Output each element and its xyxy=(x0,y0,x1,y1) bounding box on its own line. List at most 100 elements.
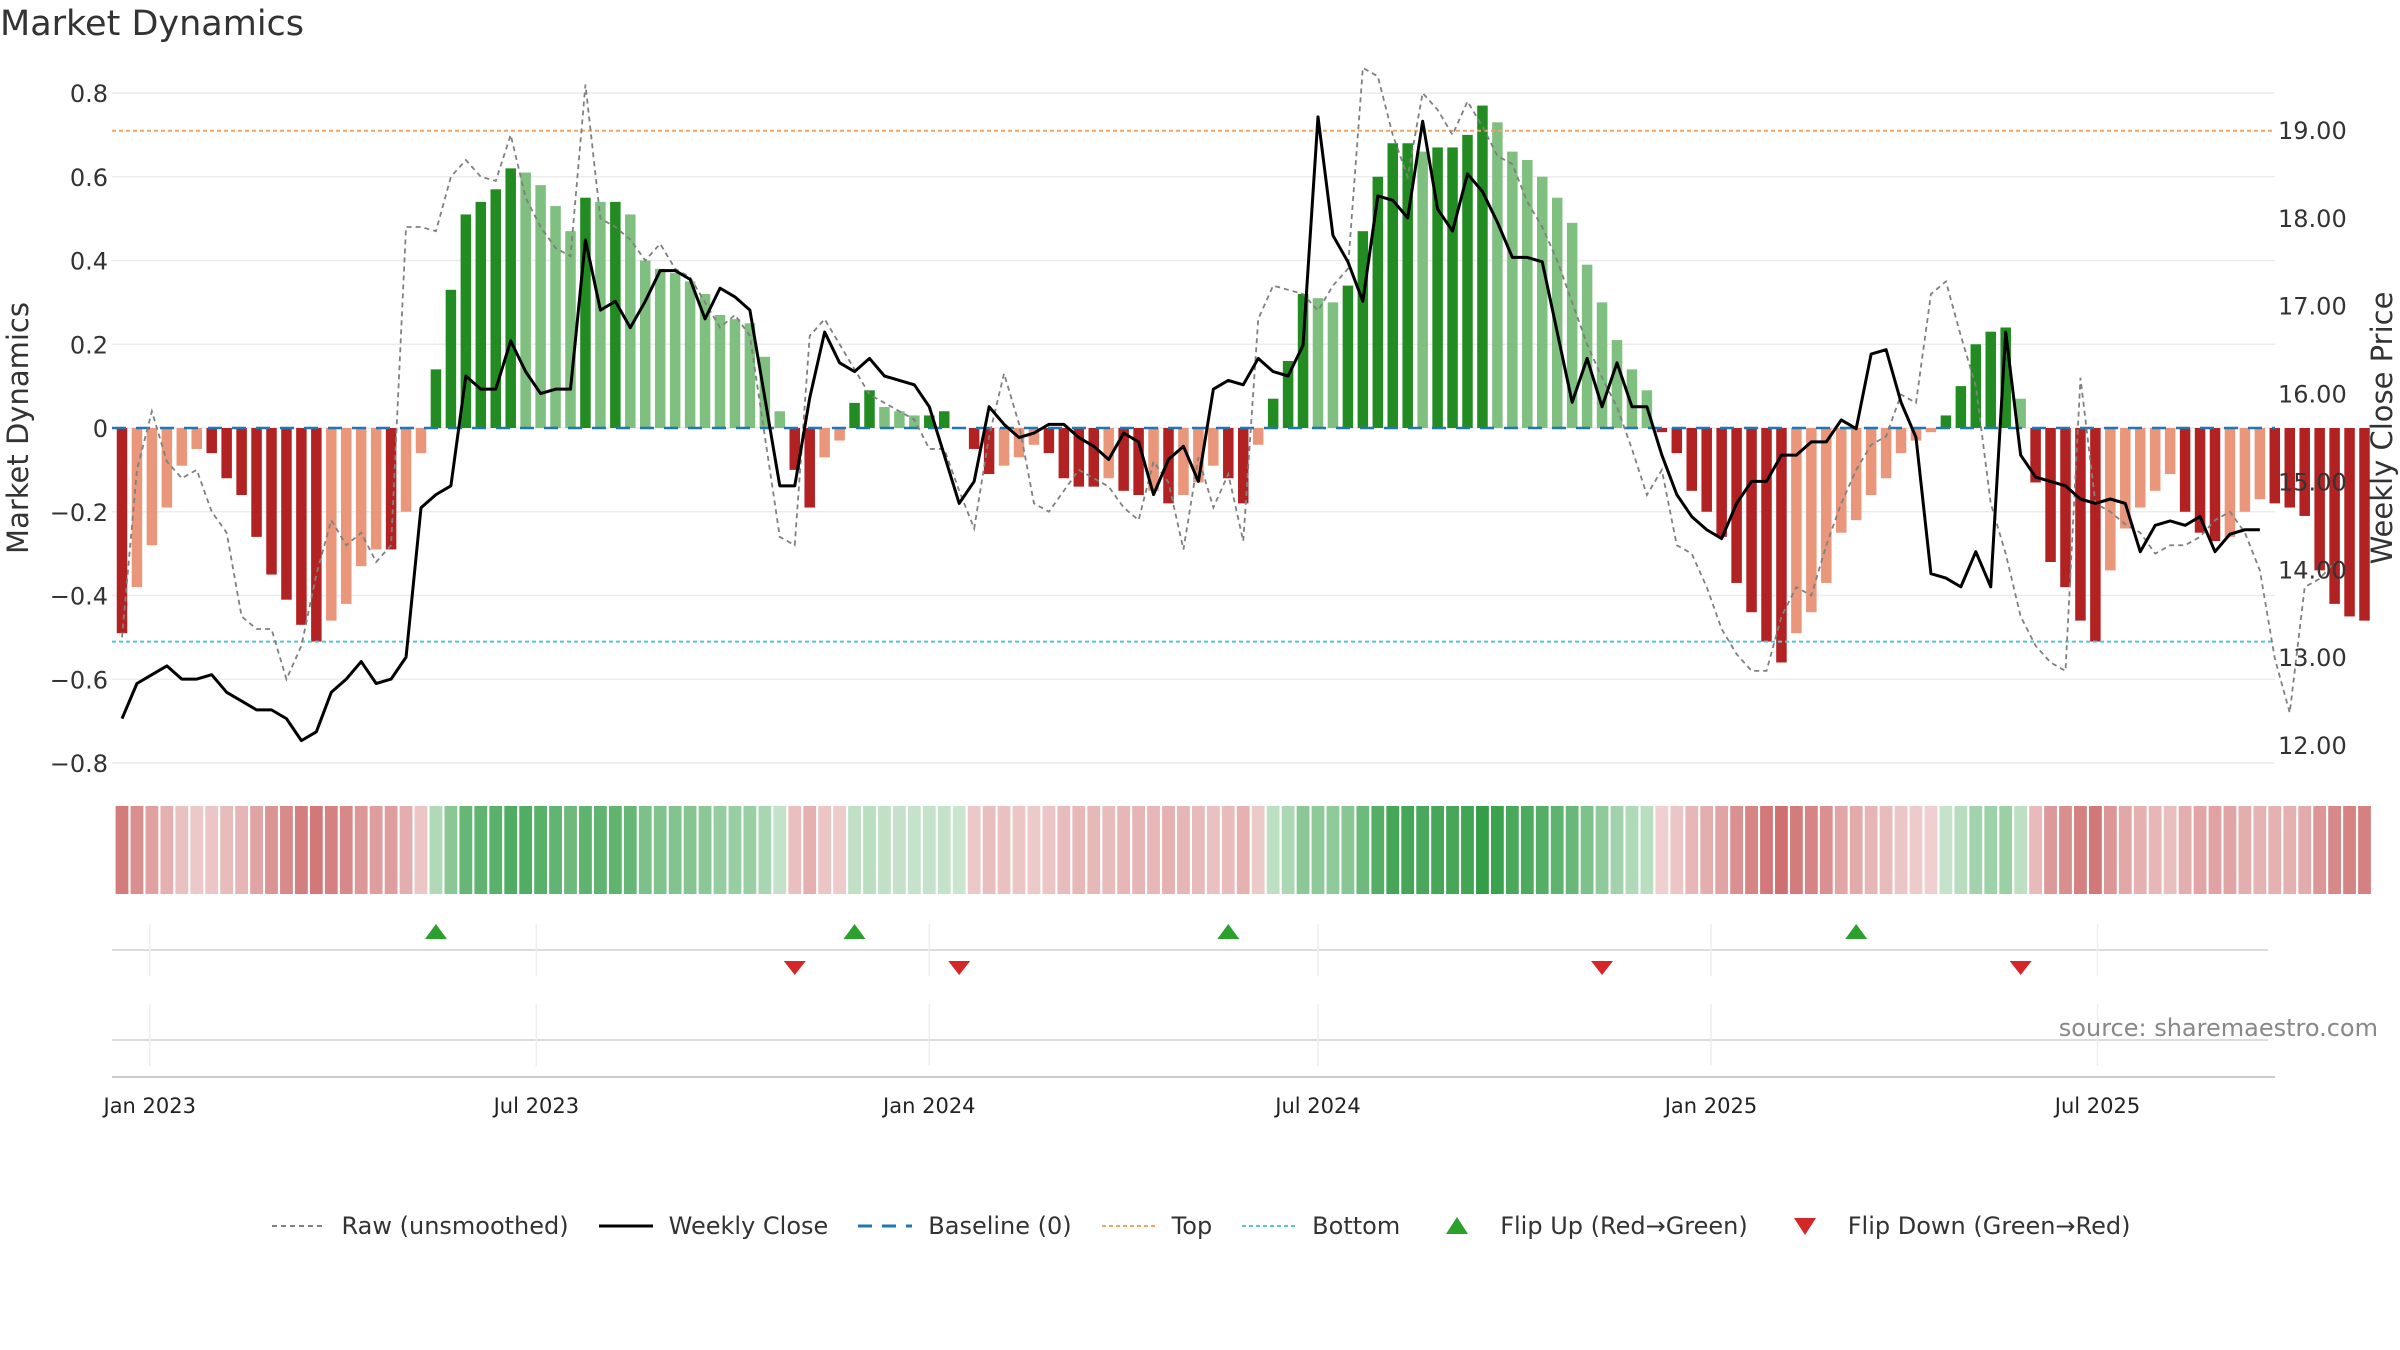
dynamics-bar xyxy=(1238,428,1249,504)
heat-cell xyxy=(2238,806,2252,894)
heat-cell xyxy=(2298,806,2312,894)
heat-cell xyxy=(309,806,323,894)
date-axis: Jan 2023 Jul 2023 Jan 2024 Jul 2024 Jan 2025… xyxy=(102,924,2140,1118)
legend-item-flip-up: Flip Up (Red→Green) xyxy=(1428,1212,1748,1240)
dynamics-bar xyxy=(1477,105,1488,428)
dynamics-bar xyxy=(580,197,591,428)
x-tick-label: Jan 2024 xyxy=(881,1094,976,1118)
dynamics-bar xyxy=(1312,298,1324,428)
heat-cell xyxy=(2118,806,2132,894)
dynamics-bar xyxy=(1372,176,1384,428)
y-tick-label: 0.6 xyxy=(70,164,108,192)
heat-cell xyxy=(1804,806,1818,894)
legend: Raw (unsmoothed) Weekly Close Baseline (… xyxy=(0,1208,2400,1244)
heat-cell xyxy=(893,806,906,894)
dynamics-bar xyxy=(460,214,472,428)
dynamics-bar xyxy=(1671,428,1683,454)
dynamics-bar xyxy=(1985,331,1996,428)
dynamics-bar xyxy=(819,428,830,458)
heat-cell xyxy=(1147,806,1160,894)
dotted-cyan-line-icon xyxy=(1242,1225,1297,1227)
dynamics-bar xyxy=(909,415,920,428)
dynamics-bar xyxy=(2344,428,2355,617)
weekly-close-series xyxy=(120,115,2260,743)
dynamics-bar xyxy=(146,428,158,546)
heat-cell xyxy=(608,806,622,894)
heat-cell xyxy=(1550,806,1564,894)
heat-cell xyxy=(1087,806,1101,894)
dynamics-bar xyxy=(1223,428,1234,479)
dynamics-bar xyxy=(296,428,307,625)
heat-cell xyxy=(1491,806,1504,894)
legend-label: Raw (unsmoothed) xyxy=(341,1212,569,1240)
dynamics-bar xyxy=(131,428,143,588)
dynamics-bar xyxy=(640,260,651,428)
heat-cell xyxy=(2223,806,2237,894)
dynamics-bar xyxy=(864,390,875,428)
dynamics-bar xyxy=(1492,122,1503,428)
green-up-triangle-icon xyxy=(1446,1217,1469,1234)
heat-cell xyxy=(1939,806,1953,894)
heat-cell xyxy=(2283,806,2297,894)
heat-cell xyxy=(220,806,234,894)
legend-label: Bottom xyxy=(1312,1212,1401,1240)
legend-item-top: Top xyxy=(1100,1212,1212,1240)
dynamics-bar xyxy=(2194,428,2206,533)
dynamics-bar xyxy=(849,402,860,428)
flip-down-marker xyxy=(783,961,806,975)
heat-cell xyxy=(205,806,219,894)
dynamics-bar xyxy=(1028,428,1040,445)
heat-cell xyxy=(743,806,757,894)
dynamics-bar xyxy=(684,281,696,428)
heat-cell xyxy=(594,806,607,894)
dynamics-bar xyxy=(1327,302,1339,428)
heat-cell xyxy=(1431,806,1444,894)
heat-cell xyxy=(1371,806,1385,894)
dynamics-bar xyxy=(1088,428,1099,487)
dynamics-bar xyxy=(699,294,711,428)
dynamics-bar xyxy=(1925,428,1937,433)
dynamics-bar xyxy=(1282,361,1294,428)
dynamics-bar xyxy=(1073,428,1085,487)
heat-cell xyxy=(1326,806,1340,894)
dynamics-bar xyxy=(400,428,412,512)
heat-cell xyxy=(1819,806,1833,894)
heat-cell xyxy=(1565,806,1579,894)
heat-cell xyxy=(2268,806,2282,894)
heat-cell xyxy=(907,806,921,894)
heat-cell xyxy=(1221,806,1235,894)
y-tick-label: 0 xyxy=(93,415,108,443)
dynamics-bar xyxy=(490,189,501,428)
dynamics-bar xyxy=(1880,428,1892,479)
raw-series xyxy=(121,66,2336,713)
dynamics-bar xyxy=(1462,134,1473,428)
dynamics-bar xyxy=(1507,151,1518,428)
heat-cell xyxy=(429,806,443,894)
dashed-blue-line-icon xyxy=(858,1224,913,1228)
heat-cell xyxy=(459,806,473,894)
heat-cell xyxy=(758,806,772,894)
heat-cell xyxy=(1595,806,1609,894)
dynamics-bar xyxy=(2164,428,2176,475)
dynamics-bar xyxy=(370,428,382,550)
dynamics-bar xyxy=(1058,428,1070,479)
y2-tick-label: 15.00 xyxy=(2278,468,2347,496)
heat-cell xyxy=(1715,806,1729,894)
dynamics-bar xyxy=(445,289,457,428)
dynamics-bar xyxy=(1850,428,1862,521)
dynamics-bar xyxy=(774,411,786,428)
heat-cell xyxy=(1894,806,1908,894)
heat-cell xyxy=(1072,806,1086,894)
heat-cell xyxy=(1655,806,1669,894)
heat-cell xyxy=(1775,806,1788,894)
heat-cell xyxy=(1670,806,1684,894)
heat-cell xyxy=(324,806,338,894)
heat-cell xyxy=(1027,806,1041,894)
heat-cell xyxy=(564,806,577,894)
dynamics-bar xyxy=(535,185,546,428)
dynamics-bar xyxy=(1895,428,1907,454)
dynamics-bar xyxy=(610,201,621,428)
heat-cell xyxy=(2208,806,2222,894)
heat-cell xyxy=(1909,806,1923,894)
y2-axis-label: Weekly Close Price xyxy=(2365,292,2399,565)
